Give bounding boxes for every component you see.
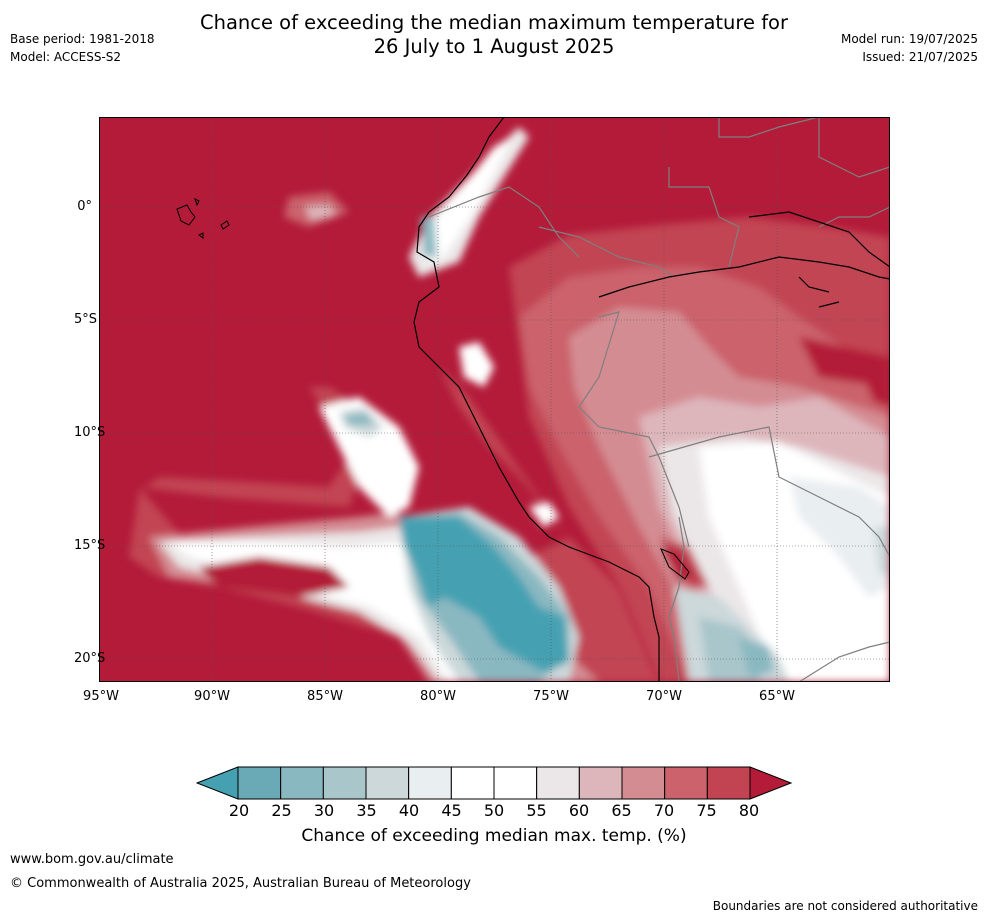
colorbar-tick-25: 25 bbox=[271, 801, 292, 820]
colorbar-cell bbox=[706, 766, 751, 800]
lat-label-15s: 15°S bbox=[74, 538, 106, 553]
issued-text: Issued: 21/07/2025 bbox=[862, 50, 978, 64]
zone-above-80-lake bbox=[661, 547, 694, 582]
colorbar-cell bbox=[237, 766, 282, 800]
copyright-text: © Commonwealth of Australia 2025, Austra… bbox=[10, 876, 471, 891]
border-bolivia-brazil bbox=[648, 426, 890, 558]
zone-40-45-land bbox=[789, 477, 890, 597]
zone-neutral-peru-coast-2 bbox=[529, 502, 559, 527]
lat-label-0: 0° bbox=[77, 199, 92, 214]
colorbar-title: Chance of exceeding median max. temp. (%… bbox=[301, 826, 687, 846]
coastline-amazon-islands bbox=[798, 276, 840, 308]
colorbar-tick-70: 70 bbox=[653, 801, 675, 820]
coastline-north bbox=[598, 256, 890, 298]
colorbar-tick-75: 75 bbox=[696, 801, 717, 820]
coastline-west bbox=[413, 117, 660, 682]
country-borders bbox=[428, 117, 890, 682]
galapagos-small-3 bbox=[198, 232, 204, 239]
border-east-coastline bbox=[818, 206, 890, 228]
border-bolivia-argentina bbox=[798, 641, 890, 682]
lat-label-10s: 10°S bbox=[74, 425, 106, 440]
lake-titicaca bbox=[660, 548, 690, 580]
colorbar-tick-55: 55 bbox=[526, 801, 547, 820]
colorbar-cells bbox=[237, 766, 751, 800]
galapagos-small-1 bbox=[194, 198, 200, 207]
map-title: Chance of exceeding the median maximum t… bbox=[0, 11, 988, 59]
lat-label-20s: 20°S bbox=[74, 651, 106, 666]
lon-label-85w: 85°W bbox=[307, 689, 343, 704]
zone-above-80-east bbox=[859, 367, 890, 407]
zone-neutral-peru-coast bbox=[459, 342, 494, 387]
lon-label-70w: 70°W bbox=[646, 689, 682, 704]
zone-above-80-tongue-patch bbox=[199, 557, 349, 597]
model-run-text: Model run: 19/07/2025 bbox=[840, 32, 978, 46]
colorbar-cell bbox=[365, 766, 410, 800]
border-peru-bolivia bbox=[678, 516, 685, 588]
disclaimer-text: Boundaries are not considered authoritat… bbox=[712, 899, 978, 913]
border-brazil-north bbox=[718, 117, 820, 138]
galapagos-main bbox=[176, 204, 196, 226]
base-period-text: Base period: 1981-2018 bbox=[10, 32, 155, 46]
colorbar-tick-80: 80 bbox=[738, 801, 760, 820]
colorbar-cell bbox=[621, 766, 666, 800]
map-frame bbox=[99, 117, 890, 682]
zone-neutral-ecuador bbox=[424, 135, 514, 262]
meta-right: Model run: 19/07/2025 Issued: 21/07/2025 bbox=[841, 30, 978, 66]
coastline-amazon-mouth bbox=[748, 211, 890, 268]
colorbar-cell bbox=[578, 766, 623, 800]
border-colombia-peru bbox=[538, 226, 675, 278]
colorbar-cell bbox=[280, 766, 324, 800]
colorbar-tick-20: 20 bbox=[228, 801, 250, 820]
border-ecuador-colombia bbox=[428, 186, 580, 258]
lat-label-5s: 5°S bbox=[74, 312, 98, 327]
zone-25-30-ecuador bbox=[421, 217, 437, 257]
lon-label-90w: 90°W bbox=[194, 689, 230, 704]
colorbar-tick-60: 60 bbox=[568, 801, 590, 820]
zone-below-20-tongue bbox=[399, 517, 569, 672]
colorbar-cell bbox=[408, 766, 452, 800]
map-title-line-2: 26 July to 1 August 2025 bbox=[373, 35, 615, 58]
border-colombia-venezuela bbox=[668, 167, 740, 268]
colorbar-tick-45: 45 bbox=[441, 801, 462, 820]
lon-label-95w: 95°W bbox=[83, 689, 119, 704]
lon-label-80w: 80°W bbox=[420, 689, 456, 704]
colorbar-cell bbox=[664, 766, 708, 800]
border-peru-brazil bbox=[578, 311, 690, 548]
lon-label-65w: 65°W bbox=[759, 689, 795, 704]
colorbar-tick-40: 40 bbox=[398, 801, 420, 820]
land-anomaly-field bbox=[509, 217, 890, 682]
colorbar-cell bbox=[322, 766, 367, 800]
islands bbox=[176, 198, 690, 580]
colorbar-tick-35: 35 bbox=[356, 801, 377, 820]
colorbar bbox=[196, 766, 793, 800]
zone-35-40-east bbox=[874, 527, 890, 577]
colorbar-low-arrow bbox=[196, 766, 239, 800]
ecuador-coastal-anomaly bbox=[284, 127, 529, 277]
colorbar-high-arrow bbox=[749, 766, 793, 800]
colorbar-cell bbox=[493, 766, 538, 800]
forecast-map bbox=[99, 117, 890, 682]
coastlines bbox=[413, 117, 890, 682]
gridlines bbox=[99, 117, 890, 682]
colorbar-tick-30: 30 bbox=[313, 801, 335, 820]
colorbar-tick-50: 50 bbox=[483, 801, 505, 820]
zone-60-65-ocean-small bbox=[304, 205, 337, 220]
meta-left: Base period: 1981-2018 Model: ACCESS-S2 bbox=[10, 30, 155, 66]
colorbar-cell bbox=[450, 766, 495, 800]
colorbar-tick-65: 65 bbox=[611, 801, 632, 820]
zone-25-30-land bbox=[739, 637, 774, 677]
galapagos-small-2 bbox=[220, 220, 230, 230]
colorbar-cell bbox=[536, 766, 580, 800]
border-guyana bbox=[818, 117, 890, 178]
border-bolivia-chile bbox=[668, 586, 680, 682]
model-text: Model: ACCESS-S2 bbox=[10, 50, 122, 64]
map-title-line-1: Chance of exceeding the median maximum t… bbox=[199, 11, 789, 34]
lon-label-75w: 75°W bbox=[533, 689, 569, 704]
pacific-cool-tongue bbox=[129, 337, 659, 682]
zone-25-30-upper-tongue bbox=[344, 413, 374, 425]
website-text: www.bom.gov.au/climate bbox=[10, 852, 174, 867]
